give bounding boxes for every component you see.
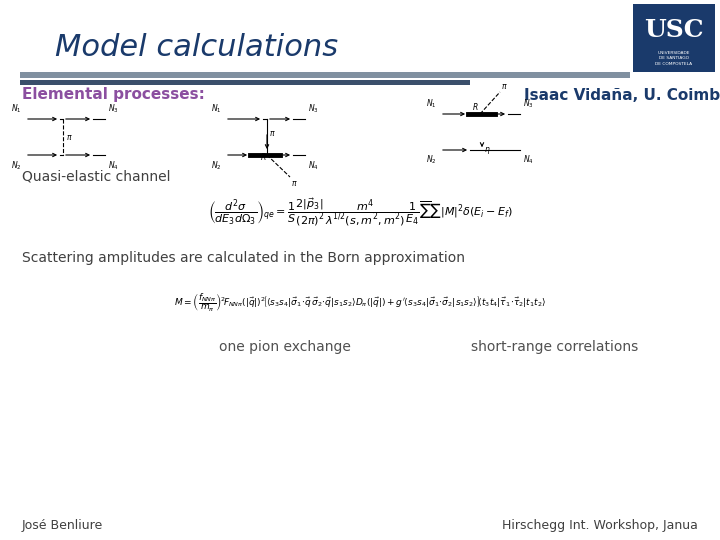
Text: $\eta$: $\eta$ bbox=[484, 145, 490, 156]
Text: $R$: $R$ bbox=[472, 101, 478, 112]
Text: USC: USC bbox=[644, 18, 704, 42]
Text: $N_1$: $N_1$ bbox=[212, 103, 222, 115]
Text: $\pi$: $\pi$ bbox=[501, 82, 508, 91]
Text: $N_1$: $N_1$ bbox=[12, 103, 22, 115]
Text: José Benliure: José Benliure bbox=[22, 519, 103, 532]
Text: $N_1$: $N_1$ bbox=[426, 98, 437, 110]
Text: $N_3$: $N_3$ bbox=[523, 98, 534, 110]
Text: $N_3$: $N_3$ bbox=[308, 103, 319, 115]
Text: $N_2$: $N_2$ bbox=[212, 159, 222, 172]
Text: $N_4$: $N_4$ bbox=[523, 154, 534, 166]
FancyBboxPatch shape bbox=[633, 4, 715, 72]
Text: Hirschegg Int. Workshop, Janua: Hirschegg Int. Workshop, Janua bbox=[502, 519, 698, 532]
Bar bbox=[20, 80, 470, 85]
Text: $N_4$: $N_4$ bbox=[308, 159, 319, 172]
Text: $N_2$: $N_2$ bbox=[12, 159, 22, 172]
Text: $\pi$: $\pi$ bbox=[291, 179, 297, 188]
Text: $N_3$: $N_3$ bbox=[108, 103, 119, 115]
Text: one pion exchange: one pion exchange bbox=[219, 340, 351, 354]
Text: short-range correlations: short-range correlations bbox=[472, 340, 639, 354]
Text: $\pi$: $\pi$ bbox=[269, 130, 276, 138]
Text: Elemental processes:: Elemental processes: bbox=[22, 87, 205, 103]
Text: Scattering amplitudes are calculated in the Born approximation: Scattering amplitudes are calculated in … bbox=[22, 251, 465, 265]
Bar bbox=[20, 72, 630, 78]
Text: $\left(\dfrac{d^2\sigma}{dE_3 d\Omega_3}\right)_{qe} = \dfrac{1}{S}\dfrac{2|\vec: $\left(\dfrac{d^2\sigma}{dE_3 d\Omega_3}… bbox=[208, 197, 512, 227]
Text: $\pi$: $\pi$ bbox=[66, 132, 73, 141]
Text: $R$: $R$ bbox=[260, 151, 266, 162]
Text: Model calculations: Model calculations bbox=[55, 33, 338, 63]
Text: $N_4$: $N_4$ bbox=[108, 159, 119, 172]
Text: Isaac Vidaña, U. Coimb: Isaac Vidaña, U. Coimb bbox=[524, 87, 720, 103]
Text: $N_2$: $N_2$ bbox=[426, 154, 437, 166]
Text: UNIVERSIDADE
DE SANTIAGO
DE COMPOSTELA: UNIVERSIDADE DE SANTIAGO DE COMPOSTELA bbox=[655, 51, 693, 65]
Text: $M = \left(\dfrac{f_{NN\pi}}{m_\pi}\right)^{\!2}\! F_{NN\pi}(|\vec{q}|)^2\!\left: $M = \left(\dfrac{f_{NN\pi}}{m_\pi}\righ… bbox=[174, 291, 546, 313]
Text: Quasi-elastic channel: Quasi-elastic channel bbox=[22, 170, 171, 184]
